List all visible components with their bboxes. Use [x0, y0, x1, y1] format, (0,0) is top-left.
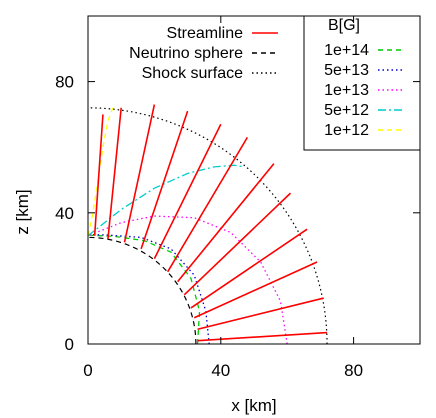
streamline-8: [153, 123, 222, 260]
field-contour-1ep13: [87, 215, 288, 345]
streamline-12: [93, 114, 104, 236]
x-tick-label: 40: [211, 361, 230, 380]
legend-streamline-shock: Streamline Neutrino sphere Shock surface: [129, 25, 278, 82]
x-tick-label: 80: [344, 361, 363, 380]
legend-label: 1e+14: [324, 42, 369, 59]
legend-label: 1e+12: [324, 122, 369, 139]
streamline-6: [177, 163, 275, 283]
streamline-2: [197, 297, 324, 331]
legend-label: Streamline: [167, 25, 244, 42]
x-tick-label: 0: [83, 361, 92, 380]
field-contour-1ep12: [87, 107, 114, 236]
streamline-5: [183, 192, 292, 296]
y-tick-label: 80: [55, 73, 74, 92]
legend-label: Shock surface: [142, 65, 243, 82]
x-axis-label: x [km]: [231, 396, 276, 415]
y-tick-label: 0: [65, 335, 74, 354]
legend-label: Neutrino sphere: [129, 45, 243, 62]
y-axis-label: z [km]: [13, 189, 32, 234]
legend-title: B[G]: [328, 17, 360, 34]
plot-content: [87, 104, 328, 345]
legend-label: 1e+13: [324, 82, 369, 99]
legend-label: 5e+12: [324, 102, 369, 119]
plot-frame: [87, 15, 421, 345]
streamline-10: [123, 104, 156, 243]
axis-ticks: 0 40 80 0 40 80: [55, 16, 420, 380]
streamline-4: [190, 228, 308, 309]
streamline-11: [107, 107, 122, 240]
y-tick-label: 40: [55, 204, 74, 223]
neutrino-sphere-curve: [87, 236, 197, 345]
field-contour-1ep14: [87, 234, 201, 345]
streamline-1: [197, 331, 328, 342]
shock-surface-curve: [87, 107, 328, 345]
legend-box: [303, 15, 421, 151]
streamline-9: [140, 110, 189, 250]
legend-magnetic-field: B[G] 1e+14 5e+13 1e+13 5e+12 1e+12: [303, 15, 421, 151]
streamline-7: [166, 136, 249, 273]
field-contour-5ep12: [87, 164, 245, 237]
streamline-3: [193, 261, 318, 319]
legend-label: 5e+13: [324, 62, 369, 79]
